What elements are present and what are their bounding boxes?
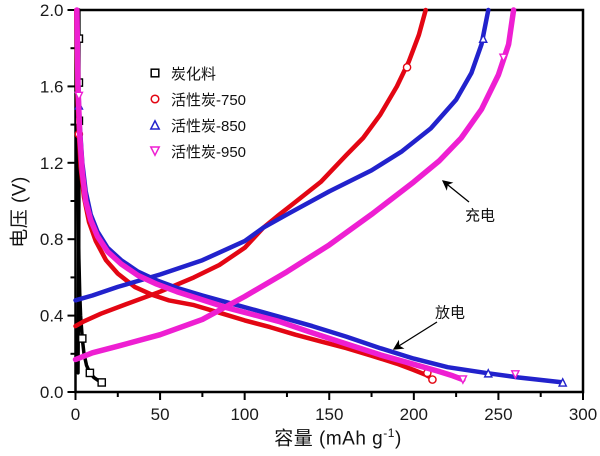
x-axis-title: 容量 (mAh g-1)	[274, 424, 402, 451]
series-ac750-discharge-line	[74, 7, 435, 381]
square-marker-icon	[97, 378, 107, 387]
series-ac750	[73, 7, 437, 384]
legend-label: 炭化料	[171, 65, 217, 83]
square-marker-icon	[85, 368, 95, 378]
x-tick-label: 250	[484, 405, 512, 424]
triangle-up-marker-icon	[483, 368, 493, 378]
x-tick-label: 300	[569, 405, 597, 424]
x-tick-label: 50	[151, 405, 170, 424]
y-tick-label: 0.0	[40, 383, 64, 402]
y-tick-label: 1.6	[40, 77, 64, 96]
triangle-down-marker-icon	[510, 370, 521, 380]
plot-frame	[74, 8, 585, 394]
legend-item-carbonized: 炭化料	[148, 60, 246, 86]
legend-item-ac950: 活性炭-950	[148, 138, 246, 164]
charge-arrow-icon	[441, 180, 470, 203]
y-axis-title: 电压 (V)	[9, 176, 31, 248]
circle-marker-icon	[402, 63, 412, 72]
triangle-up-marker-icon	[557, 377, 568, 387]
legend-label: 活性炭-850	[171, 117, 247, 135]
x-tick-label: 100	[230, 405, 258, 424]
legend-label: 活性炭-950	[171, 143, 247, 161]
legend: 炭化料 活性炭-750 活性炭-850 活性炭-950	[148, 60, 246, 164]
series-ac850-charge-line	[73, 7, 491, 303]
series-ac950-discharge-line	[74, 7, 466, 383]
series-ac750-charge-line	[73, 7, 428, 329]
series-carbonized-discharge-line	[75, 8, 104, 385]
y-tick-label: 0.4	[40, 307, 64, 326]
y-tick-label: 1.2	[40, 154, 64, 173]
triangle-down-marker-icon	[458, 375, 468, 385]
circle-marker-icon	[428, 375, 437, 384]
triangle-down-marker-icon	[498, 53, 509, 63]
x-tick-label: 0	[71, 405, 80, 424]
series-ac950	[72, 7, 521, 385]
square-marker-icon	[77, 334, 87, 343]
triangle-up-marker-icon	[148, 118, 162, 132]
legend-label: 活性炭-750	[171, 91, 247, 109]
y-tick-label: 2.0	[40, 1, 64, 20]
triangle-up-marker-icon	[478, 33, 488, 43]
square-marker-icon	[148, 66, 162, 80]
y-tick-label: 0.8	[40, 230, 64, 249]
discharge-arrow-icon	[392, 321, 438, 350]
discharge-annotation: 放电	[434, 304, 466, 322]
x-axis-title-text: 容量 (mAh g	[274, 428, 384, 450]
x-tick-label: 200	[400, 405, 428, 424]
triangle-down-marker-icon	[74, 91, 84, 102]
charge-annotation: 充电	[464, 207, 496, 225]
series-ac950-charge-line	[72, 7, 517, 363]
triangle-down-marker-icon	[148, 144, 162, 158]
legend-item-ac850: 活性炭-850	[148, 112, 246, 138]
x-axis-title-superscript: -1	[383, 426, 395, 441]
legend-item-ac750: 活性炭-750	[148, 86, 246, 112]
x-axis-title-close-paren: )	[394, 428, 402, 450]
axis-ticks: 0 50 100 150 200 250 300 0.0 0.4 0.8 1.2 1.6 2.0	[40, 1, 597, 424]
circle-marker-icon	[148, 92, 162, 106]
x-tick-label: 150	[315, 405, 343, 424]
